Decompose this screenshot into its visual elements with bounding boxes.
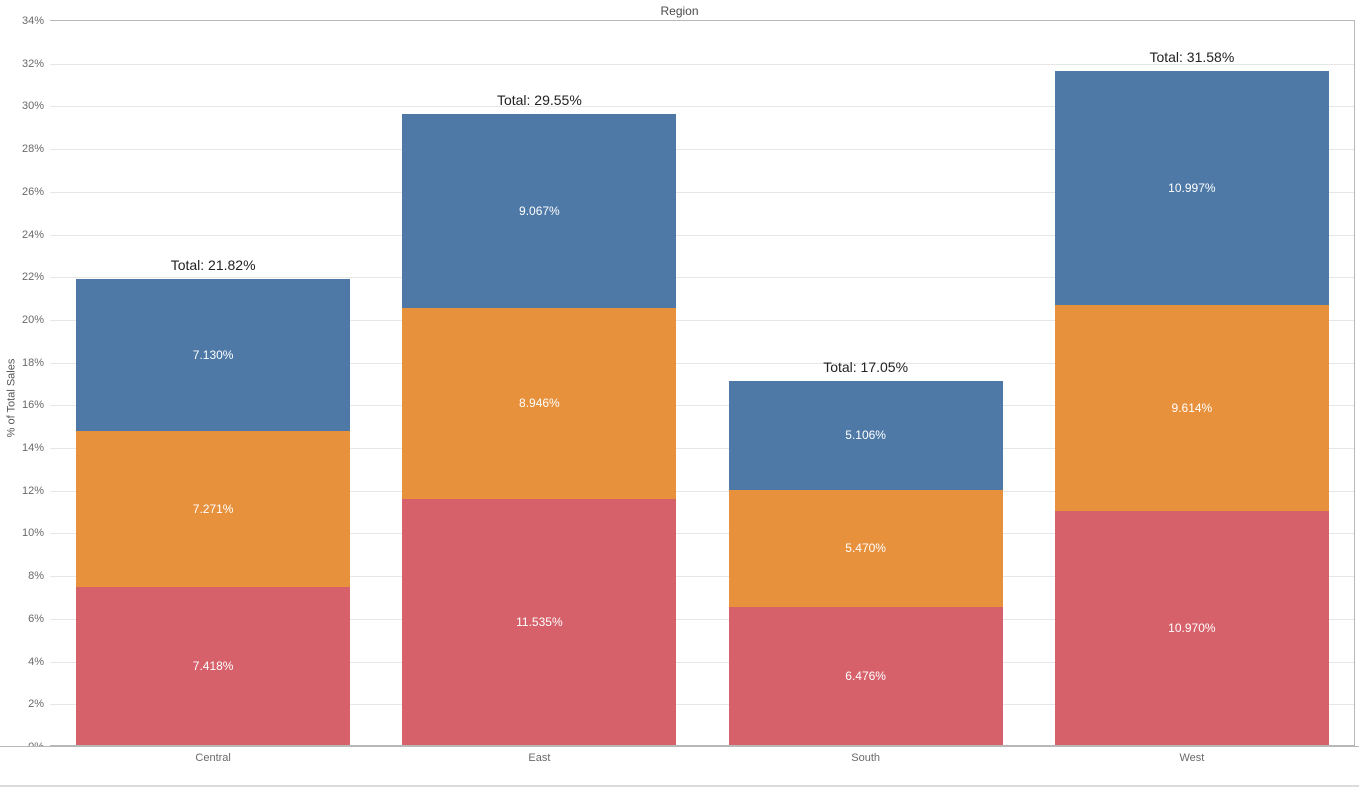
segment-label: 9.614% [1172, 401, 1213, 415]
bar-segment[interactable]: 5.106% [729, 381, 1003, 490]
bar-segment[interactable]: 7.271% [76, 431, 350, 586]
y-tick-label: 18% [22, 357, 44, 369]
segment-label: 11.535% [516, 615, 562, 629]
bar-segment[interactable]: 6.476% [729, 607, 1003, 745]
chart-title: Region [0, 4, 1359, 18]
segment-label: 7.271% [193, 502, 234, 516]
y-axis-title: % of Total Sales [5, 359, 17, 438]
segment-label: 10.970% [1168, 621, 1215, 635]
bar-total-label: Total: 29.55% [265, 92, 813, 108]
y-tick-label: 16% [22, 399, 44, 411]
x-tick-label: Central [195, 752, 230, 764]
bar-central: 7.418%7.271%7.130%Total: 21.82% [76, 279, 350, 745]
y-tick-label: 12% [22, 485, 44, 497]
bar-segment[interactable]: 7.130% [76, 279, 350, 431]
bar-south: 6.476%5.470%5.106%Total: 17.05% [729, 381, 1003, 745]
x-tick-label: West [1179, 752, 1204, 764]
segment-label: 5.106% [845, 428, 886, 442]
segment-label: 9.067% [519, 204, 560, 218]
y-tick-label: 28% [22, 143, 44, 155]
y-tick-label: 14% [22, 442, 44, 454]
bar-total-label: Total: 31.58% [918, 49, 1359, 65]
bar-segment[interactable]: 10.970% [1055, 511, 1329, 745]
y-tick-label: 10% [22, 527, 44, 539]
y-tick-label: 24% [22, 229, 44, 241]
bar-segment[interactable]: 10.997% [1055, 71, 1329, 306]
bar-segment[interactable]: 9.067% [402, 114, 676, 308]
bar-segment[interactable]: 11.535% [402, 499, 676, 745]
plot-area: 0%2%4%6%8%10%12%14%16%18%20%22%24%26%28%… [50, 20, 1355, 746]
segment-label: 5.470% [845, 541, 886, 555]
y-tick-label: 32% [22, 58, 44, 70]
y-tick-label: 2% [28, 698, 44, 710]
y-tick-label: 30% [22, 100, 44, 112]
segment-label: 6.476% [845, 669, 886, 683]
y-tick-label: 6% [28, 613, 44, 625]
y-tick-label: 4% [28, 656, 44, 668]
bar-segment[interactable]: 8.946% [402, 308, 676, 499]
segment-label: 10.997% [1168, 181, 1215, 195]
chart-container: Region % of Total Sales 0%2%4%6%8%10%12%… [0, 0, 1359, 787]
y-tick-label: 34% [22, 15, 44, 27]
x-tick-label: South [851, 752, 880, 764]
segment-label: 7.418% [193, 659, 234, 673]
bar-west: 10.970%9.614%10.997%Total: 31.58% [1055, 71, 1329, 745]
x-tick-label: East [528, 752, 550, 764]
bar-segment[interactable]: 9.614% [1055, 305, 1329, 510]
y-tick-label: 8% [28, 570, 44, 582]
bar-segment[interactable]: 5.470% [729, 490, 1003, 607]
y-tick-label: 20% [22, 314, 44, 326]
segment-label: 8.946% [519, 396, 560, 410]
y-tick-label: 26% [22, 186, 44, 198]
bar-segment[interactable]: 7.418% [76, 587, 350, 745]
bar-east: 11.535%8.946%9.067%Total: 29.55% [402, 114, 676, 745]
segment-label: 7.130% [193, 348, 234, 362]
